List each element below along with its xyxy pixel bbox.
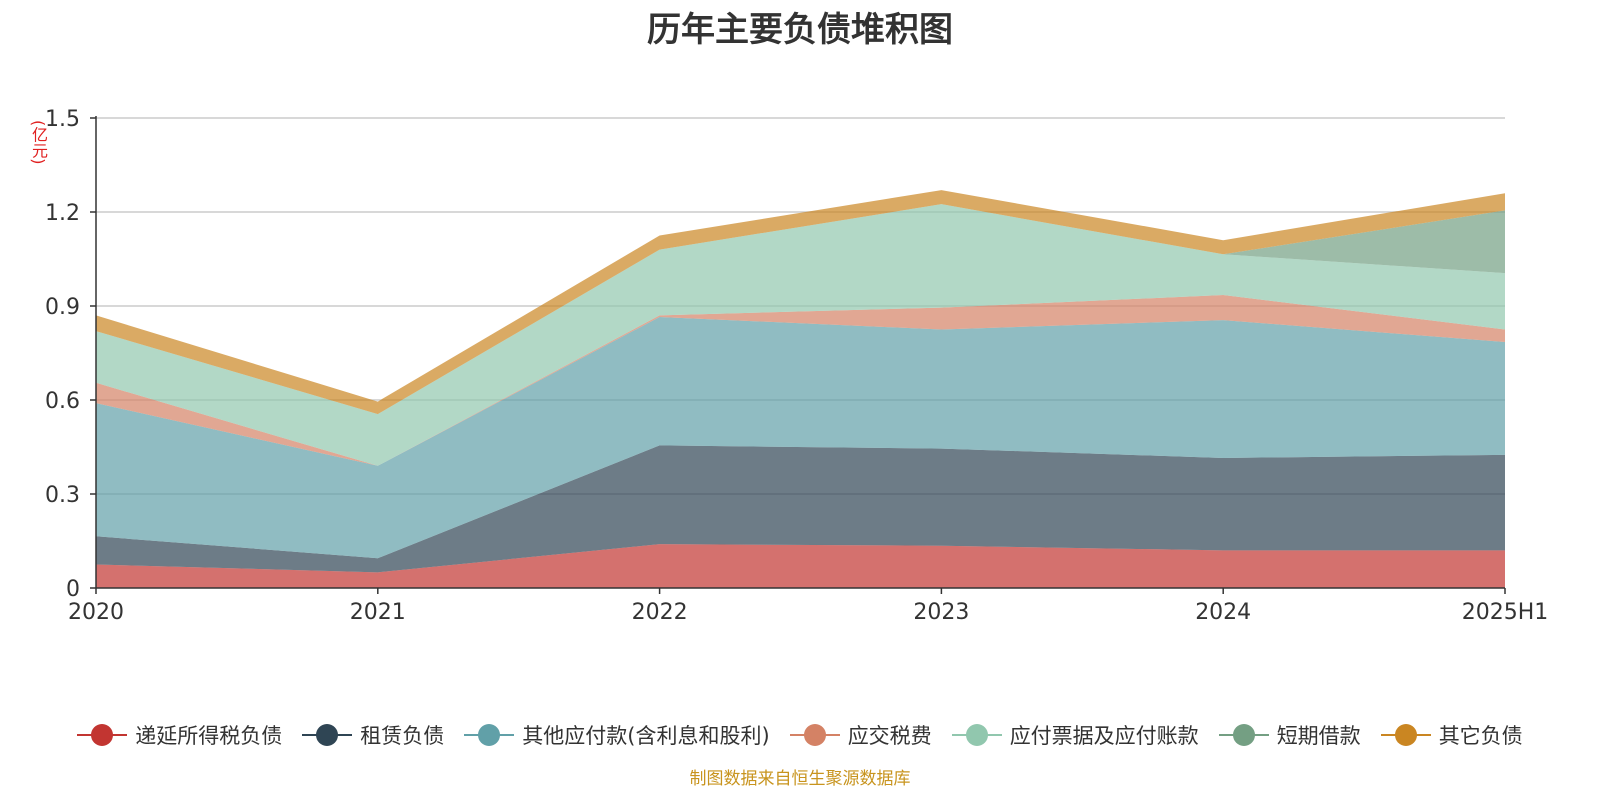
legend-dot-icon [1394,724,1417,746]
axes: 0 0.3 0.6 0.9 1.2 1.5 2020 2021 2022 2023 2024 2025… [45,107,1548,625]
legend-item[interactable]: 短期借款 [1218,720,1361,750]
legend-label: 租赁负债 [360,724,445,748]
legend: 递延所得税负债 租赁负债 其他应付款(含利息和股利) 应交税费 应付票据及应付账款 短期借… [0,718,1600,752]
legend-item[interactable]: 应交税费 [789,720,932,750]
legend-dot-icon [316,724,339,746]
x-tick-label: 2022 [632,600,688,625]
y-tick-label: 0.9 [45,295,80,320]
chart-title: 历年主要负债堆积图 [647,10,953,50]
y-tick-label: 0.3 [45,483,80,508]
legend-dot-icon [803,724,826,746]
legend-marker-icon [789,723,840,747]
y-tick-label: 0 [66,577,80,602]
legend-item[interactable]: 其它负债 [1380,720,1523,750]
y-tick-label: 1.5 [45,107,80,132]
legend-item[interactable]: 其他应付款(含利息和股利) [464,720,770,750]
area-series-group [96,190,1505,588]
y-tick-label: 1.2 [45,201,80,226]
legend-marker-icon [951,723,1002,747]
legend-label: 短期借款 [1276,724,1361,748]
legend-label: 其他应付款(含利息和股利) [522,724,770,748]
area-series-5 [96,204,1505,466]
legend-marker-icon [77,723,128,747]
legend-marker-icon [302,723,353,747]
legend-marker-icon [464,723,515,747]
legend-dot-icon [478,724,501,746]
x-tick-label: 2021 [350,600,406,625]
legend-item[interactable]: 递延所得税负债 [77,720,282,750]
area-series-3 [96,316,1505,559]
legend-dot-icon [1232,724,1255,746]
legend-marker-icon [1218,723,1269,747]
area-series-1 [96,544,1505,588]
y-axis-unit-label: (亿元) [29,120,48,165]
x-tick-label: 2020 [68,600,124,625]
legend-label: 其它负债 [1438,724,1523,748]
source-note: 制图数据来自恒生聚源数据库 [689,769,911,789]
legend-label: 应付票据及应付账款 [1009,724,1199,748]
legend-label: 应交税费 [847,724,932,748]
legend-dot-icon [91,724,114,746]
legend-dot-icon [965,724,988,746]
x-tick-label: 2025H1 [1462,600,1549,625]
legend-label: 递延所得税负债 [135,724,283,748]
legend-item[interactable]: 租赁负债 [302,720,444,750]
y-tick-label: 0.6 [45,389,80,414]
legend-item[interactable]: 应付票据及应付账款 [951,720,1199,750]
area-series-2 [96,445,1505,573]
x-tick-label: 2023 [913,600,969,625]
legend-marker-icon [1380,723,1431,747]
x-tick-label: 2024 [1195,600,1251,625]
